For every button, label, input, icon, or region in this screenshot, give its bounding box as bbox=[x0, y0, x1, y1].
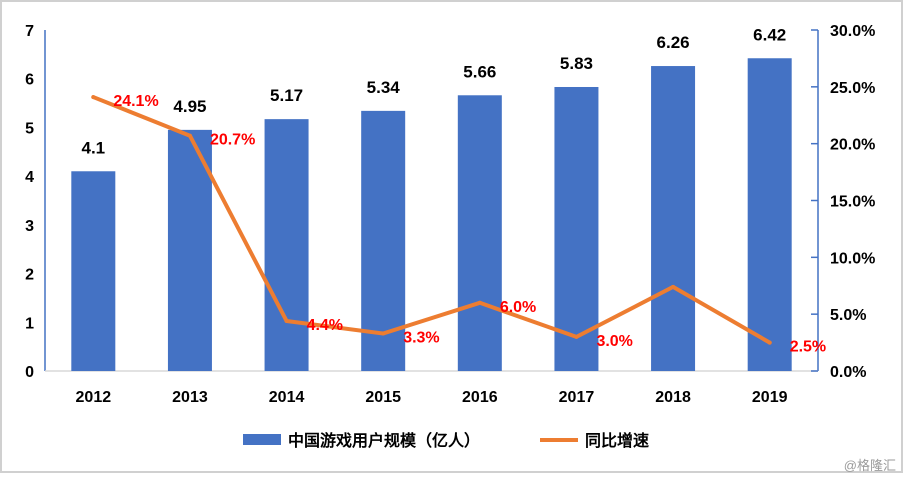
right-tick-label: 30.0% bbox=[830, 23, 875, 40]
bar bbox=[167, 129, 212, 371]
x-tick-label: 2016 bbox=[462, 389, 498, 406]
x-tick-label: 2012 bbox=[76, 389, 112, 406]
bar bbox=[554, 86, 599, 371]
x-tick-label: 2019 bbox=[752, 389, 788, 406]
x-tick-label: 2018 bbox=[655, 389, 691, 406]
growth-label: 6.0% bbox=[500, 299, 536, 316]
left-tick-label: 2 bbox=[25, 267, 34, 284]
bar bbox=[747, 58, 792, 372]
bar-value-label: 4.1 bbox=[81, 138, 105, 157]
growth-point bbox=[574, 334, 579, 339]
growth-label: 20.7% bbox=[210, 132, 255, 149]
left-tick-label: 4 bbox=[25, 169, 34, 186]
x-tick-label: 2013 bbox=[172, 389, 208, 406]
bar bbox=[457, 95, 502, 371]
bar-value-label: 4.95 bbox=[173, 97, 206, 116]
bar-value-label: 5.17 bbox=[270, 86, 303, 105]
right-tick-label: 5.0% bbox=[830, 307, 866, 324]
growth-point bbox=[187, 133, 192, 138]
x-tick-label: 2015 bbox=[365, 389, 401, 406]
bar bbox=[71, 171, 116, 371]
growth-point bbox=[381, 331, 386, 336]
watermark: @格隆汇 bbox=[843, 458, 896, 473]
bar-value-label: 6.26 bbox=[657, 33, 690, 52]
growth-label: 2.5% bbox=[790, 339, 826, 356]
left-tick-label: 6 bbox=[25, 72, 34, 89]
growth-line bbox=[91, 95, 772, 345]
legend-bar-swatch bbox=[243, 434, 281, 445]
growth-point bbox=[767, 340, 772, 345]
legend-bar-label: 中国游戏用户规模（亿人） bbox=[288, 431, 480, 450]
bar-value-label: 5.34 bbox=[367, 78, 401, 97]
right-tick-label: 10.0% bbox=[830, 250, 875, 267]
x-tick-label: 2014 bbox=[269, 389, 305, 406]
left-tick-label: 5 bbox=[25, 120, 34, 137]
growth-label: 4.4% bbox=[307, 317, 343, 334]
left-tick-label: 1 bbox=[25, 315, 34, 332]
right-tick-label: 25.0% bbox=[830, 80, 875, 97]
legend-line-label: 同比增速 bbox=[585, 431, 649, 450]
bar bbox=[651, 66, 696, 371]
growth-label: 3.0% bbox=[596, 333, 632, 350]
bar-value-label: 5.66 bbox=[463, 62, 496, 81]
bar bbox=[264, 119, 309, 371]
left-tick-label: 3 bbox=[25, 218, 34, 235]
right-tick-label: 20.0% bbox=[830, 137, 875, 154]
growth-point bbox=[671, 284, 676, 289]
bar-value-label: 5.83 bbox=[560, 54, 593, 73]
growth-point bbox=[91, 95, 96, 100]
x-tick-label: 2017 bbox=[559, 389, 595, 406]
right-tick-label: 15.0% bbox=[830, 194, 875, 211]
left-tick-label: 0 bbox=[25, 364, 34, 381]
right-tick-label: 0.0% bbox=[830, 364, 866, 381]
growth-label: 24.1% bbox=[113, 93, 158, 110]
growth-point bbox=[477, 300, 482, 305]
bar-value-label: 6.42 bbox=[753, 25, 786, 44]
left-tick-label: 7 bbox=[25, 23, 34, 40]
growth-label: 3.3% bbox=[403, 329, 439, 346]
growth-point bbox=[284, 318, 289, 323]
